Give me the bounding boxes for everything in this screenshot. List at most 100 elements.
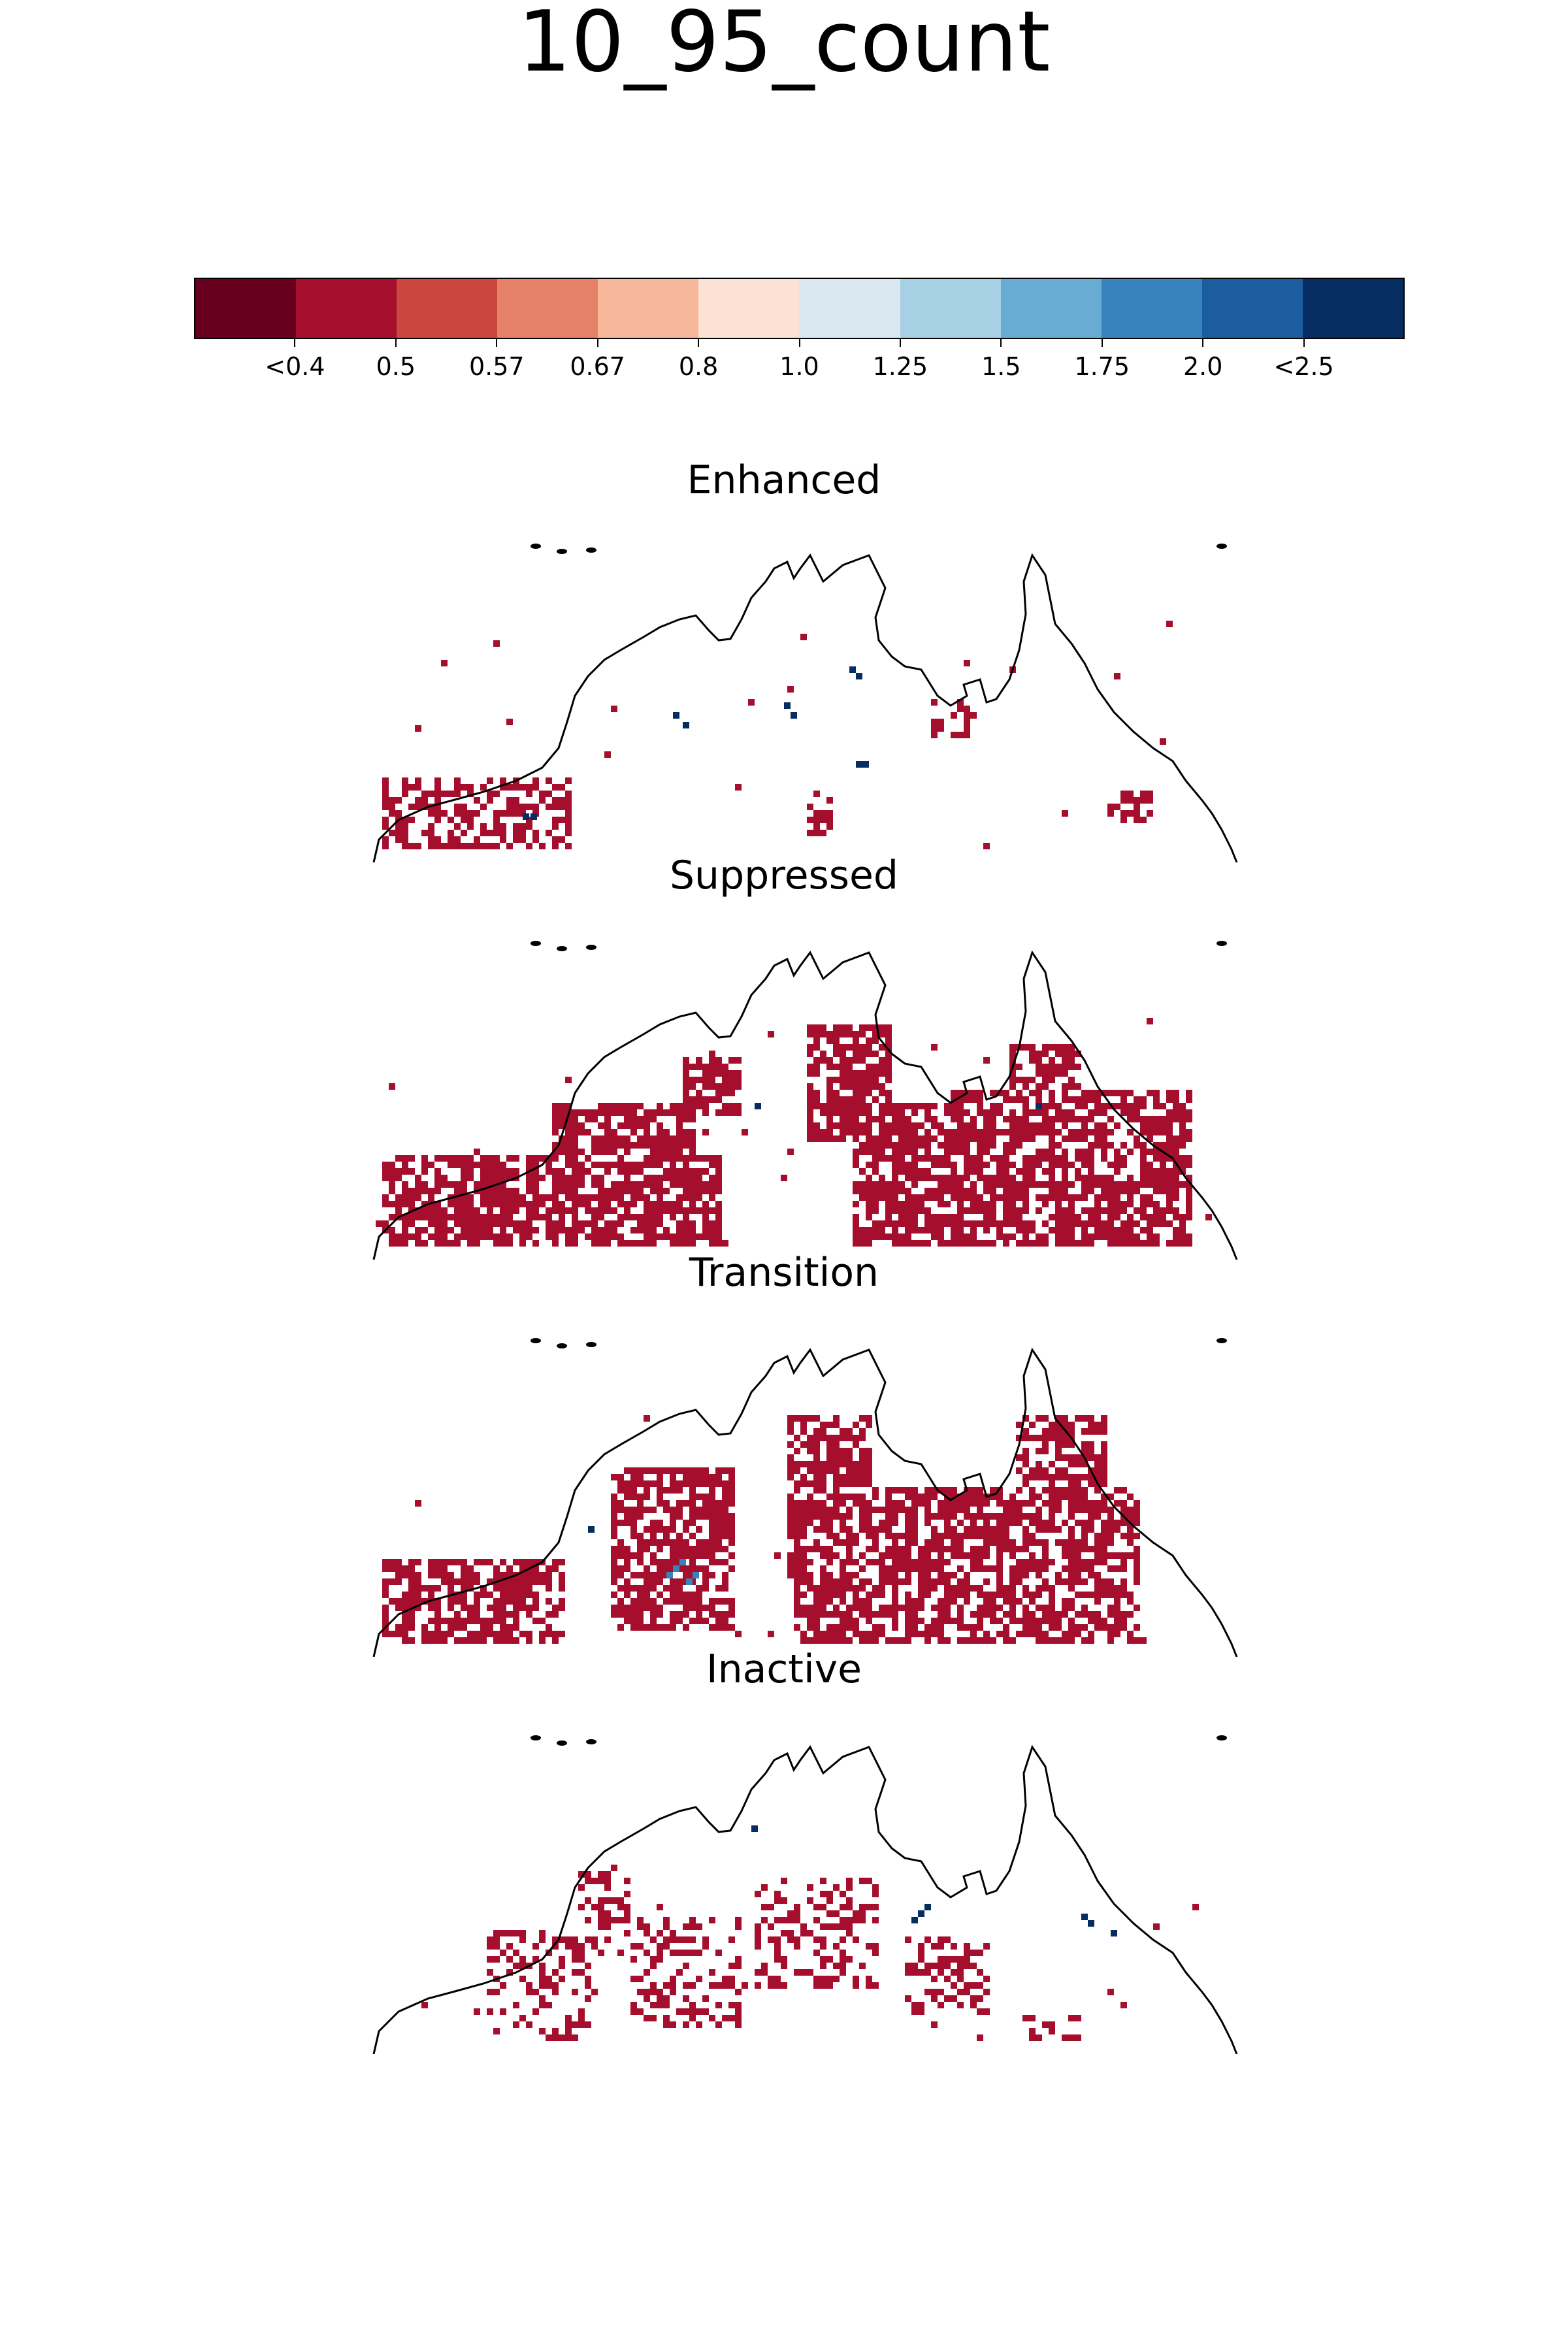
map-cell <box>1042 1474 1049 1480</box>
map-cell <box>689 1494 696 1500</box>
map-cell <box>840 1891 846 1897</box>
map-cell <box>617 1240 624 1247</box>
map-cell <box>944 1995 951 2002</box>
map-cell <box>532 1188 539 1194</box>
map-cell <box>826 1520 833 1526</box>
map-cell <box>1009 1057 1016 1064</box>
map-cell <box>846 1884 853 1891</box>
map-cell <box>800 1507 807 1513</box>
map-cell <box>983 1109 990 1116</box>
map-cell <box>833 1631 840 1637</box>
map-cell <box>1147 1227 1153 1233</box>
map-cell <box>722 1598 728 1605</box>
map-cell <box>885 1122 892 1129</box>
map-cell <box>898 1233 905 1240</box>
map-cell <box>1016 1422 1022 1428</box>
map-cell <box>820 1103 826 1109</box>
map-cell <box>1022 1585 1029 1592</box>
map-cell <box>683 1207 689 1214</box>
map-cell <box>513 1611 519 1618</box>
map-cell <box>1140 1129 1147 1135</box>
map-cell <box>853 1592 859 1598</box>
coastline <box>372 950 1238 1260</box>
map-cell <box>1003 1155 1009 1162</box>
map-cell <box>1134 1520 1140 1526</box>
map-cell <box>1055 1103 1062 1109</box>
map-cell <box>572 1943 578 1950</box>
map-cell <box>755 1969 761 1976</box>
map-cell <box>911 1494 918 1500</box>
map-cell <box>755 1930 761 1936</box>
map-cell <box>970 1631 977 1637</box>
map-cell <box>519 1963 526 1969</box>
map-cell <box>846 1454 853 1461</box>
map-cell <box>977 1168 983 1175</box>
map-cell <box>572 1162 578 1168</box>
map-cell <box>474 2008 480 2015</box>
map-cell <box>938 1546 944 1552</box>
map-cell <box>650 1598 657 1605</box>
map-cell <box>572 1142 578 1149</box>
map-cell <box>840 1917 846 1923</box>
map-cell <box>1022 1181 1029 1188</box>
map-cell <box>1140 1168 1147 1175</box>
map-cell <box>1120 791 1127 797</box>
map-cell <box>1068 1526 1075 1533</box>
map-cell <box>924 1135 931 1142</box>
map-cell <box>1036 1090 1042 1096</box>
map-cell <box>722 1976 728 1982</box>
map-cell <box>611 1572 617 1578</box>
map-cell <box>970 1129 977 1135</box>
map-cell <box>644 1507 650 1513</box>
map-cell <box>918 1578 924 1585</box>
map-cell <box>924 1494 931 1500</box>
map-cell <box>1042 1077 1049 1083</box>
map-cell <box>1036 1435 1042 1441</box>
map-cell <box>402 1162 408 1168</box>
map-cell <box>676 1129 683 1135</box>
map-cell <box>506 1637 513 1644</box>
map-cell <box>820 1057 826 1064</box>
map-cell <box>1120 1142 1127 1149</box>
map-cell <box>996 1175 1003 1181</box>
map-cell <box>735 1956 742 1963</box>
map-cell <box>859 1611 866 1618</box>
map-cell <box>389 1188 395 1194</box>
map-cell <box>1068 1116 1075 1122</box>
map-cell <box>853 1618 859 1624</box>
map-cell <box>728 1513 735 1520</box>
map-cell <box>866 1467 872 1474</box>
map-cell <box>1029 1129 1036 1135</box>
map-cell <box>696 1618 702 1624</box>
map-cell <box>1049 1194 1055 1201</box>
map-cell <box>1022 1129 1029 1135</box>
map-cell <box>892 1565 898 1572</box>
map-cell <box>983 1578 990 1585</box>
map-cell <box>663 1624 670 1631</box>
map-cell <box>1049 1070 1055 1077</box>
map-cell <box>454 791 461 797</box>
map-cell <box>506 1168 513 1175</box>
map-cell <box>859 1109 866 1116</box>
map-cell <box>931 1044 938 1051</box>
map-cell <box>670 1930 676 1936</box>
map-cell <box>1140 1240 1147 1247</box>
map-cell <box>1114 1500 1120 1507</box>
map-cell <box>1042 1487 1049 1494</box>
map-cell <box>853 1631 859 1637</box>
figure-title: 10_95_count <box>517 0 1051 91</box>
map-cell <box>768 1031 774 1037</box>
map-cell <box>866 1090 872 1096</box>
map-cell <box>800 1969 807 1976</box>
map-cell <box>1140 1207 1147 1214</box>
map-cell <box>461 1175 467 1181</box>
map-cell <box>630 1168 637 1175</box>
map-cell <box>421 1585 428 1592</box>
map-cell <box>872 1487 879 1494</box>
map-cell <box>1153 1207 1160 1214</box>
map-cell <box>500 1598 506 1605</box>
map-cell <box>493 1188 500 1194</box>
colorbar-tick-label: 1.75 <box>1074 352 1130 381</box>
map-cell <box>421 1201 428 1207</box>
map-cell <box>990 1637 996 1644</box>
